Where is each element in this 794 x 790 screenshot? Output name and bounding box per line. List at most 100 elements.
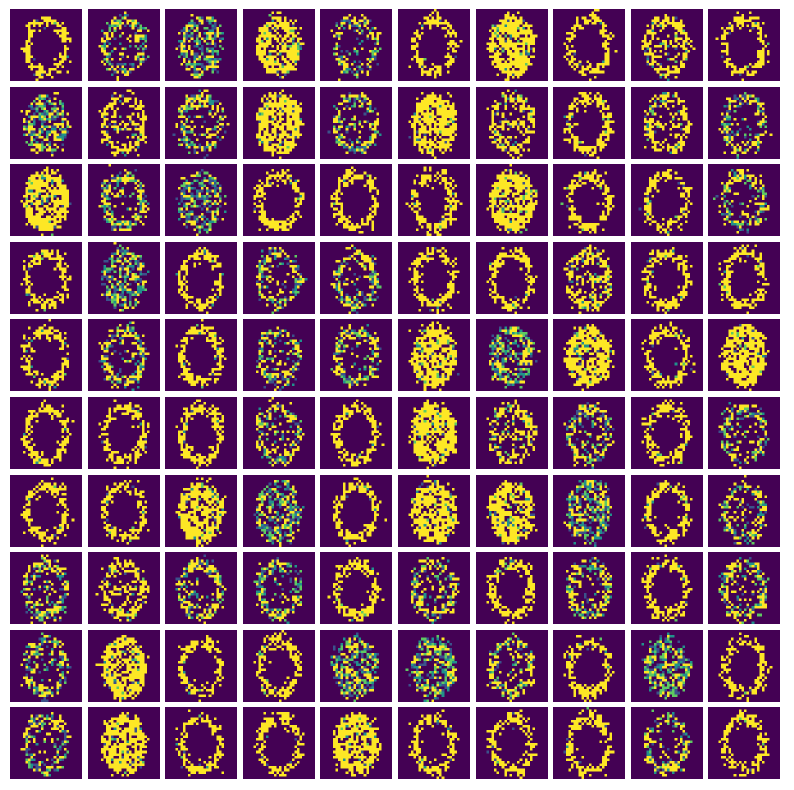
sample-tile bbox=[242, 629, 315, 702]
sample-image bbox=[87, 241, 160, 314]
sample-image bbox=[87, 474, 160, 547]
sample-tile bbox=[242, 397, 315, 469]
sample-tile bbox=[87, 319, 160, 392]
sample-image bbox=[475, 9, 548, 81]
sample-image bbox=[242, 9, 315, 81]
sample-image bbox=[475, 707, 548, 780]
sample-image bbox=[475, 397, 548, 469]
sample-image bbox=[10, 319, 82, 392]
sample-tile bbox=[398, 629, 470, 702]
sample-image bbox=[10, 629, 82, 702]
sample-tile bbox=[320, 552, 393, 625]
sample-tile bbox=[320, 164, 393, 237]
sample-image bbox=[708, 9, 781, 81]
sample-tile bbox=[475, 707, 548, 780]
sample-image bbox=[242, 474, 315, 547]
sample-image bbox=[320, 707, 393, 780]
sample-tile bbox=[708, 552, 781, 625]
sample-tile bbox=[475, 474, 548, 547]
sample-tile bbox=[10, 707, 82, 780]
sample-image bbox=[708, 629, 781, 702]
sample-image bbox=[398, 86, 470, 159]
sample-tile bbox=[87, 164, 160, 237]
sample-image bbox=[708, 164, 781, 237]
sample-tile bbox=[87, 707, 160, 780]
sample-image bbox=[320, 9, 393, 81]
sample-image bbox=[708, 397, 781, 469]
sample-image bbox=[630, 319, 703, 392]
sample-tile bbox=[165, 319, 238, 392]
sample-tile bbox=[165, 397, 238, 469]
sample-image bbox=[553, 474, 626, 547]
sample-image bbox=[10, 86, 82, 159]
sample-tile bbox=[320, 629, 393, 702]
sample-tile bbox=[10, 86, 82, 159]
sample-image bbox=[320, 164, 393, 237]
sample-tile bbox=[10, 241, 82, 314]
sample-tile bbox=[87, 9, 160, 81]
sample-image bbox=[165, 629, 238, 702]
sample-tile bbox=[398, 397, 470, 469]
sample-image bbox=[398, 397, 470, 469]
sample-image bbox=[708, 474, 781, 547]
sample-image bbox=[630, 241, 703, 314]
sample-tile bbox=[708, 707, 781, 780]
sample-tile bbox=[165, 86, 238, 159]
sample-image bbox=[708, 552, 781, 625]
sample-tile bbox=[165, 474, 238, 547]
sample-tile bbox=[475, 241, 548, 314]
sample-image bbox=[475, 86, 548, 159]
sample-image bbox=[242, 707, 315, 780]
sample-tile bbox=[165, 707, 238, 780]
sample-tile bbox=[320, 241, 393, 314]
sample-tile bbox=[398, 552, 470, 625]
sample-tile bbox=[165, 164, 238, 237]
sample-tile bbox=[553, 707, 626, 780]
sample-image bbox=[553, 629, 626, 702]
sample-image bbox=[320, 474, 393, 547]
sample-tile bbox=[87, 241, 160, 314]
sample-tile bbox=[630, 629, 703, 702]
sample-image bbox=[475, 474, 548, 547]
sample-tile bbox=[398, 707, 470, 780]
sample-image bbox=[10, 474, 82, 547]
sample-tile bbox=[242, 552, 315, 625]
sample-image bbox=[630, 164, 703, 237]
sample-image bbox=[10, 241, 82, 314]
sample-image bbox=[165, 397, 238, 469]
sample-image bbox=[553, 164, 626, 237]
sample-tile bbox=[242, 9, 315, 81]
sample-image bbox=[398, 474, 470, 547]
sample-tile bbox=[242, 474, 315, 547]
sample-tile bbox=[630, 397, 703, 469]
sample-image bbox=[87, 397, 160, 469]
sample-tile bbox=[10, 474, 82, 547]
sample-image bbox=[242, 552, 315, 625]
sample-tile bbox=[87, 474, 160, 547]
sample-image bbox=[165, 9, 238, 81]
sample-image bbox=[553, 707, 626, 780]
sample-image bbox=[475, 319, 548, 392]
sample-image bbox=[165, 707, 238, 780]
sample-tile bbox=[87, 86, 160, 159]
sample-tile bbox=[630, 164, 703, 237]
sample-tile bbox=[398, 241, 470, 314]
sample-tile bbox=[630, 707, 703, 780]
sample-tile bbox=[10, 9, 82, 81]
sample-tile bbox=[630, 474, 703, 547]
sample-tile bbox=[165, 9, 238, 81]
sample-tile bbox=[398, 86, 470, 159]
sample-tile bbox=[553, 552, 626, 625]
sample-image bbox=[10, 9, 82, 81]
sample-tile bbox=[708, 319, 781, 392]
sample-tile bbox=[165, 552, 238, 625]
sample-image bbox=[553, 319, 626, 392]
sample-image bbox=[165, 474, 238, 547]
sample-tile bbox=[242, 164, 315, 237]
sample-image bbox=[553, 9, 626, 81]
sample-image bbox=[320, 629, 393, 702]
sample-tile bbox=[630, 86, 703, 159]
sample-tile bbox=[87, 552, 160, 625]
sample-tile bbox=[553, 319, 626, 392]
sample-tile bbox=[708, 241, 781, 314]
